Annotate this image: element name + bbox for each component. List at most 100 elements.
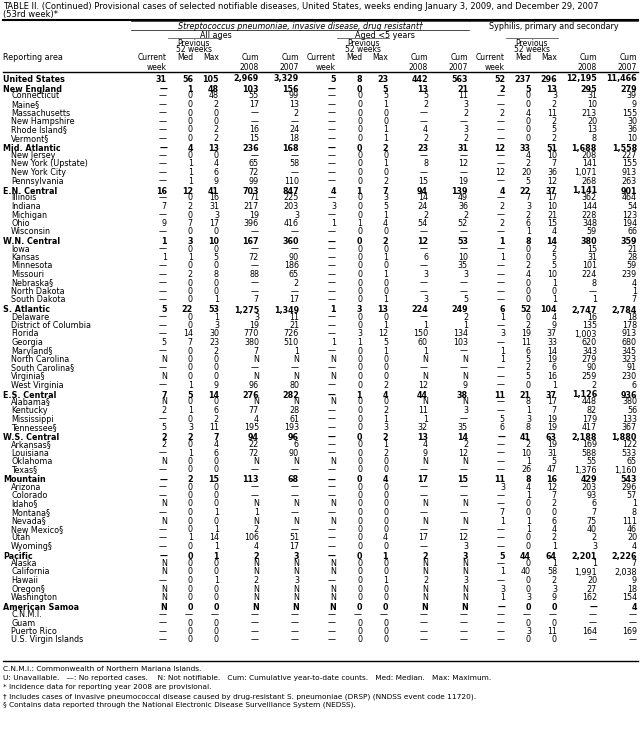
Text: 90: 90 [587,363,597,372]
Text: 0: 0 [188,415,193,424]
Text: —: — [159,610,167,619]
Text: 2: 2 [552,100,557,109]
Text: 0: 0 [357,491,362,500]
Text: 103: 103 [453,338,468,347]
Text: Arizona: Arizona [11,482,42,491]
Text: 380: 380 [622,397,637,406]
Text: 1: 1 [213,552,219,561]
Text: 82: 82 [587,406,597,415]
Text: —: — [328,525,336,534]
Text: 8: 8 [526,423,531,432]
Text: Ohio: Ohio [11,219,29,228]
Text: 3: 3 [500,330,505,339]
Text: —: — [497,245,505,254]
Text: 80: 80 [289,381,299,390]
Text: 0: 0 [214,466,219,475]
Text: 64: 64 [546,552,557,561]
Text: 4: 4 [423,125,428,134]
Text: District of Columbia: District of Columbia [11,321,91,330]
Text: 6: 6 [423,253,428,262]
Text: 0: 0 [383,168,388,177]
Text: 57: 57 [627,491,637,500]
Text: —: — [159,85,167,94]
Text: 0: 0 [188,619,193,628]
Text: —: — [460,228,468,237]
Text: 2: 2 [383,381,388,390]
Text: 13: 13 [587,125,597,134]
Text: 30: 30 [209,330,219,339]
Text: —: — [328,627,336,636]
Text: 0: 0 [188,245,193,254]
Text: 1: 1 [383,552,388,561]
Text: 4: 4 [383,533,388,542]
Text: —: — [159,635,167,644]
Text: 94: 94 [417,186,428,195]
Text: 46: 46 [627,525,637,534]
Text: 7: 7 [526,194,531,203]
Text: 0: 0 [188,552,193,561]
Text: 1: 1 [383,125,388,134]
Text: 13: 13 [289,100,299,109]
Text: —: — [291,168,299,177]
Text: Guam: Guam [11,619,35,628]
Text: Oklahoma: Oklahoma [11,457,53,466]
Text: 54: 54 [418,219,428,228]
Text: 14: 14 [183,330,193,339]
Text: 54: 54 [627,202,637,211]
Text: —: — [497,261,505,270]
Text: 3: 3 [526,415,531,424]
Text: 101: 101 [582,261,597,270]
Text: 2: 2 [500,108,505,117]
Text: 0: 0 [214,245,219,254]
Text: 0: 0 [383,363,388,372]
Text: 0: 0 [188,517,193,526]
Text: 1: 1 [356,391,362,400]
Text: 276: 276 [242,391,259,400]
Text: 0: 0 [526,279,531,288]
Text: C.N.M.I.: Commonwealth of Northern Mariana Islands.: C.N.M.I.: Commonwealth of Northern Maria… [3,666,201,672]
Text: 47: 47 [547,466,557,475]
Text: 26: 26 [521,466,531,475]
Text: 345: 345 [622,346,637,355]
Text: 17: 17 [417,475,428,484]
Text: 1: 1 [383,270,388,279]
Text: 0: 0 [383,279,388,288]
Text: N: N [253,397,259,406]
Text: N: N [293,372,299,381]
Text: 0: 0 [526,603,531,612]
Text: N: N [422,517,428,526]
Text: 0: 0 [383,499,388,508]
Text: 11,466: 11,466 [606,74,637,83]
Text: —: — [185,610,193,619]
Text: 0: 0 [188,372,193,381]
Text: 726: 726 [284,330,299,339]
Text: 0: 0 [357,108,362,117]
Text: 203: 203 [284,202,299,211]
Text: 144: 144 [582,202,597,211]
Text: 52 weeks: 52 weeks [176,45,212,54]
Text: 224: 224 [412,306,428,315]
Text: 0: 0 [526,100,531,109]
Text: 213: 213 [582,108,597,117]
Text: N: N [422,397,428,406]
Text: 1: 1 [500,253,505,262]
Text: 2: 2 [526,440,531,449]
Text: 0: 0 [357,372,362,381]
Text: 18: 18 [627,584,637,593]
Text: Wisconsin: Wisconsin [11,228,51,237]
Text: 279: 279 [620,85,637,94]
Text: 31: 31 [587,253,597,262]
Text: —: — [328,108,336,117]
Text: 4: 4 [423,440,428,449]
Text: 0: 0 [357,279,362,288]
Text: 10: 10 [458,253,468,262]
Text: —: — [291,491,299,500]
Text: Virginia§: Virginia§ [11,372,46,381]
Text: 543: 543 [620,475,637,484]
Text: 3: 3 [383,194,388,203]
Text: —: — [497,100,505,109]
Text: 12: 12 [495,168,505,177]
Text: 2: 2 [526,210,531,219]
Text: —: — [291,619,299,628]
Text: 7: 7 [213,433,219,442]
